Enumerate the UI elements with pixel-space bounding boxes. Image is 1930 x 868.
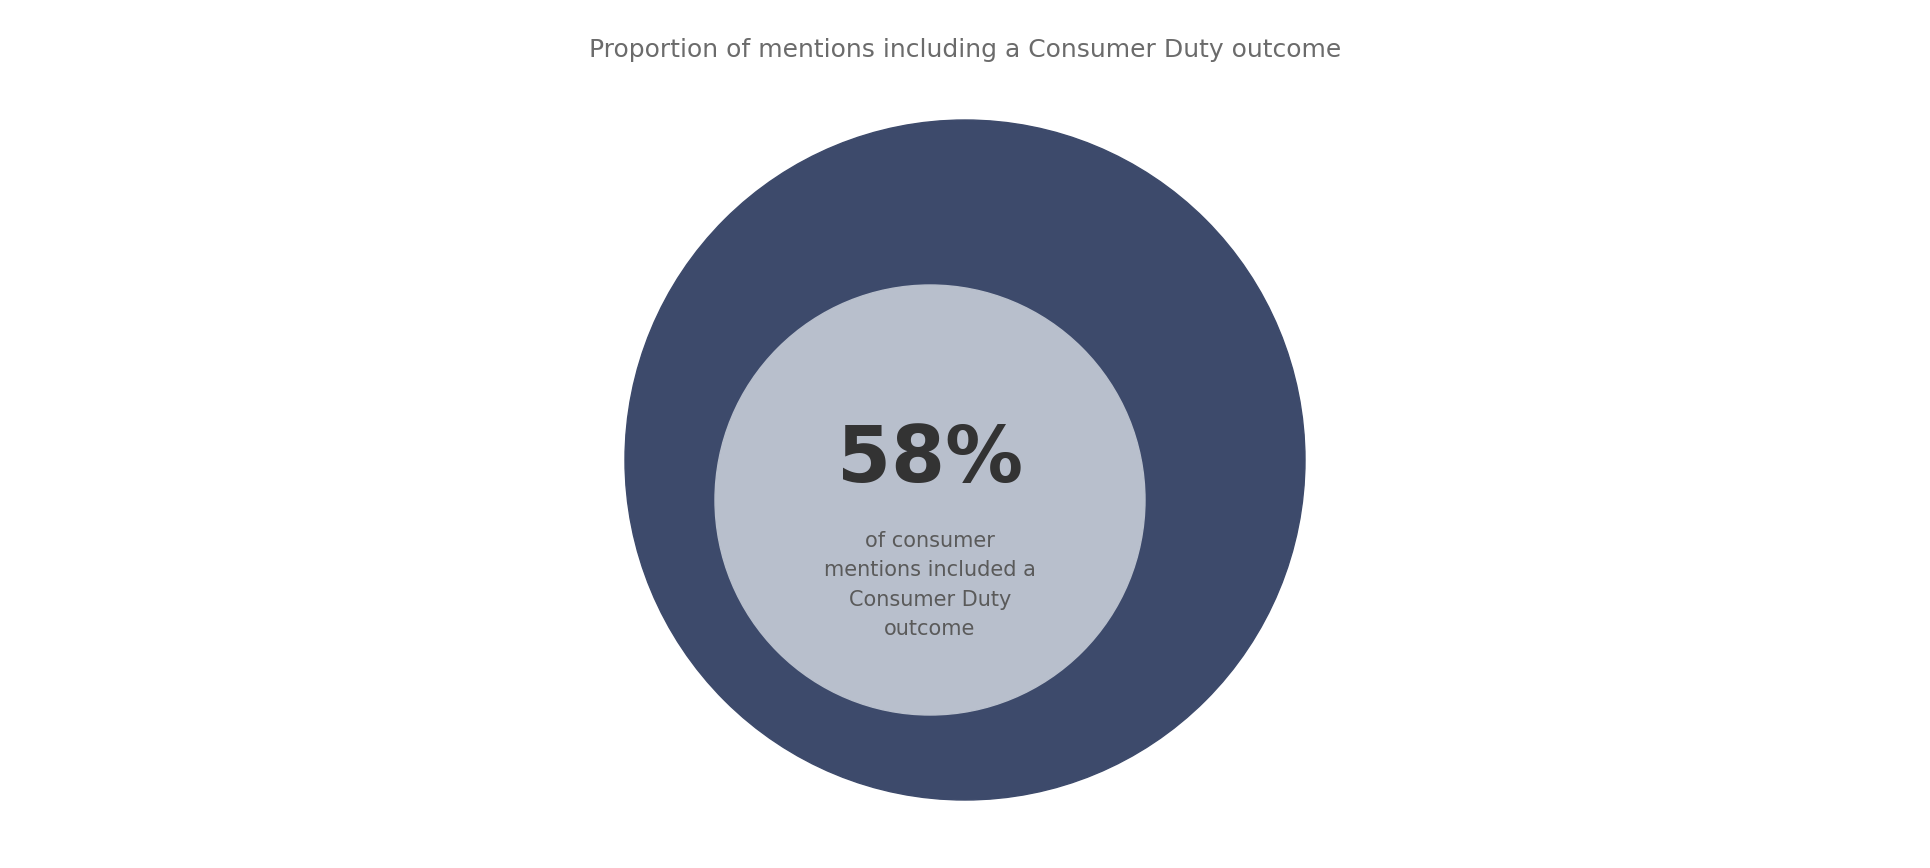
Text: Proportion of mentions including a Consumer Duty outcome: Proportion of mentions including a Consu…: [589, 38, 1341, 62]
Text: of consumer
mentions included a
Consumer Duty
outcome: of consumer mentions included a Consumer…: [824, 530, 1036, 640]
Circle shape: [714, 285, 1144, 715]
Circle shape: [625, 120, 1305, 800]
Text: 58%: 58%: [838, 422, 1023, 498]
